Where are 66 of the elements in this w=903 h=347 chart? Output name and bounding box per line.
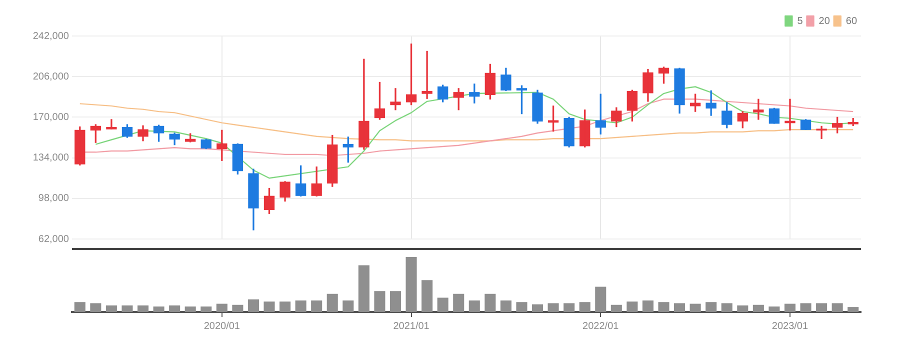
- bar: [216, 304, 228, 312]
- y-tick-label: 242,000: [32, 30, 70, 42]
- bar: [406, 257, 417, 312]
- bar: [848, 307, 859, 312]
- bar: [642, 300, 654, 312]
- x-tick-label: 2022/01: [582, 320, 620, 332]
- bar: [137, 305, 149, 312]
- bar: [264, 302, 275, 312]
- legend-label: 20: [818, 16, 830, 27]
- bar: [800, 303, 812, 312]
- bar: [106, 305, 117, 312]
- x-tick-label: 2020/01: [204, 320, 240, 332]
- candlestick: [816, 126, 827, 139]
- bar: [453, 294, 464, 312]
- bar: [674, 303, 686, 312]
- bar: [184, 306, 196, 312]
- bar: [784, 304, 796, 312]
- legend-label: 5: [797, 16, 804, 27]
- legend-label: 60: [846, 16, 858, 27]
- bar: [374, 291, 386, 312]
- bar: [721, 303, 732, 312]
- x-tick-label: 2021/01: [393, 320, 430, 332]
- bar: [500, 300, 512, 312]
- bar: [153, 306, 164, 312]
- bar: [626, 302, 638, 312]
- bar: [564, 303, 575, 312]
- bar: [311, 300, 322, 312]
- bar: [832, 303, 843, 312]
- candlestick: [106, 119, 117, 130]
- y-tick-label: 98,000: [38, 193, 70, 204]
- bar: [295, 300, 306, 312]
- bar: [390, 291, 402, 312]
- bar: [200, 306, 212, 312]
- bar: [342, 300, 354, 312]
- bar: [248, 299, 259, 312]
- bar: [326, 294, 338, 312]
- bar: [610, 304, 622, 312]
- bar: [768, 306, 780, 312]
- bar: [169, 305, 180, 312]
- y-tick-label: 62,000: [38, 234, 70, 245]
- bar: [579, 302, 590, 312]
- y-tick-label: 170,000: [32, 112, 70, 123]
- bar: [74, 302, 86, 312]
- bar: [484, 294, 496, 312]
- bar: [658, 302, 670, 312]
- bar: [422, 280, 433, 312]
- bar: [690, 304, 701, 312]
- bar: [548, 303, 559, 312]
- bar: [358, 265, 370, 312]
- x-tick-label: 2023/01: [772, 320, 808, 332]
- y-tick-label: 206,000: [32, 71, 70, 82]
- bar: [232, 304, 244, 312]
- bar: [752, 304, 764, 312]
- bar: [532, 304, 544, 312]
- bar: [706, 302, 717, 312]
- bar: [90, 303, 102, 312]
- candlestick: [848, 118, 858, 126]
- y-tick-label: 134,000: [32, 152, 70, 164]
- bar: [595, 286, 606, 312]
- bar: [737, 305, 748, 312]
- bar: [122, 305, 133, 312]
- bar: [516, 302, 528, 312]
- bar: [437, 298, 448, 312]
- bar: [816, 303, 828, 312]
- bar: [280, 302, 291, 312]
- bar: [468, 300, 480, 312]
